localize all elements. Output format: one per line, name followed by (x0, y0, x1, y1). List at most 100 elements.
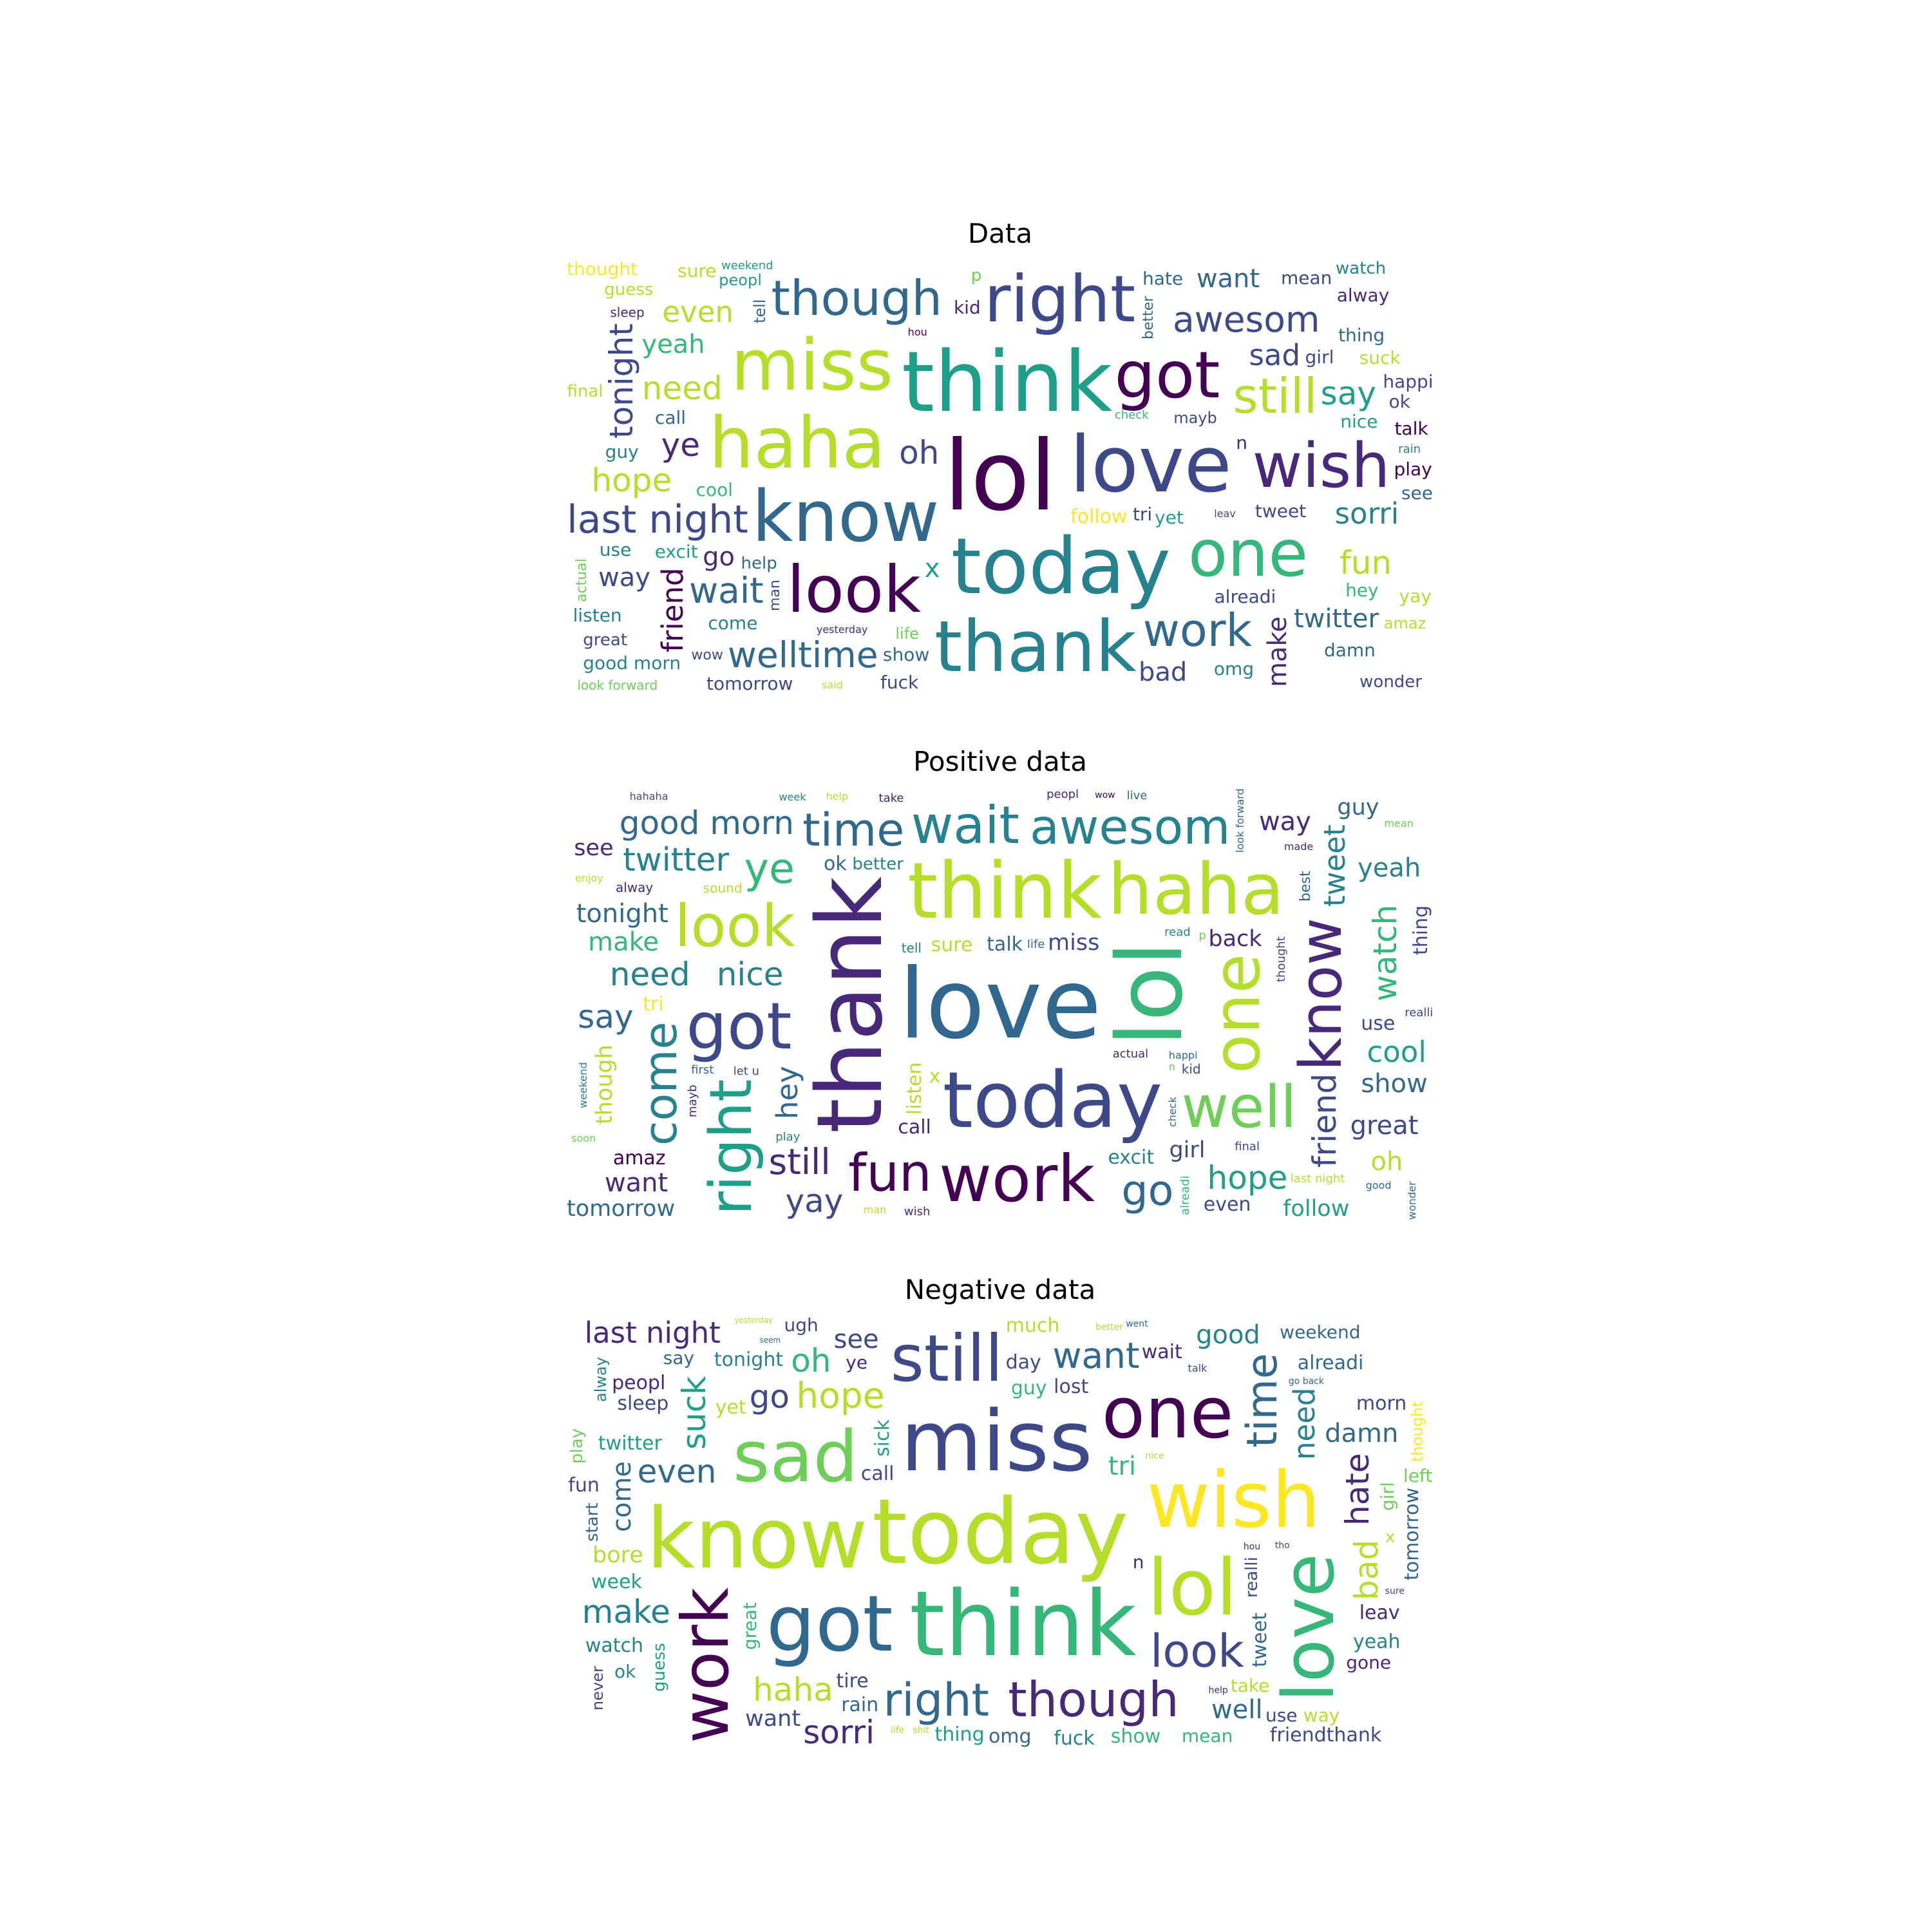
cloud-word: mayb (1173, 408, 1217, 427)
cloud-word: make (582, 1593, 670, 1631)
cloud-word: want (1196, 264, 1260, 294)
cloud-word: make (588, 927, 659, 957)
cloud-word: tonight (576, 898, 668, 929)
cloud-word: sure (931, 933, 973, 956)
cloud-word: let u (733, 1064, 759, 1078)
cloud-word: sorri (803, 1713, 875, 1751)
cloud-word: alreadi (1214, 585, 1276, 607)
cloud-word: think (902, 332, 1113, 431)
cloud-word: last night (567, 497, 748, 543)
cloud-word: happi (1168, 1048, 1198, 1061)
wordcloud: lol think today love know haha thank miss got loo… (564, 258, 1436, 696)
cloud-word: talk (1188, 1361, 1208, 1374)
cloud-word: great (583, 630, 628, 650)
cloud-word: final (567, 381, 603, 401)
cloud-word: even (1203, 1193, 1251, 1217)
cloud-word: man (863, 1203, 887, 1216)
cloud-word: listen (573, 605, 622, 627)
cloud-word: watch (1367, 905, 1405, 1002)
cloud-word: oh (899, 434, 940, 472)
cloud-word: one (1198, 954, 1274, 1074)
cloud-word: start (582, 1502, 602, 1542)
cloud-word: still (768, 1141, 831, 1183)
cloud-word: tri (1108, 1451, 1137, 1481)
wordcloud: today think miss know wish got lol sad one love st… (564, 1314, 1436, 1752)
cloud-word: call (654, 407, 687, 429)
cloud-word: sorri (1334, 497, 1399, 531)
cloud-word: well (1211, 1694, 1263, 1725)
cloud-word: guy (605, 440, 639, 462)
cloud-word: left (1403, 1464, 1433, 1486)
cloud-word: tomorrow (1400, 1487, 1423, 1580)
cloud-word: guess (604, 279, 654, 299)
cloud-word: thing (1409, 905, 1432, 956)
cloud-word: thing (934, 1723, 985, 1746)
cloud-word: realli (1405, 1006, 1434, 1020)
cloud-word: awesom (1030, 798, 1231, 855)
cloud-word: nice (716, 956, 784, 994)
cloud-word: say (1320, 375, 1376, 413)
cloud-word: yet (715, 1396, 746, 1419)
cloud-word: cool (696, 478, 734, 500)
cloud-word: day (1005, 1350, 1041, 1374)
cloud-word: check (1114, 408, 1149, 422)
cloud-word: life (891, 1725, 905, 1736)
cloud-word: way (1303, 1704, 1340, 1726)
cloud-word: call (860, 1463, 895, 1486)
cloud-word: sad (732, 1415, 858, 1498)
cloud-word: wonder (1359, 672, 1422, 692)
cloud-word: work (667, 1587, 743, 1743)
cloud-word: say (578, 998, 634, 1036)
cloud-word: call (898, 1116, 931, 1139)
wordcloud: love thank lol today think haha one got work look… (564, 786, 1436, 1224)
cloud-word: see (574, 835, 614, 862)
cloud-word: actual (1112, 1047, 1149, 1061)
cloud-word: better (1141, 296, 1157, 340)
cloud-word: kid (1181, 1061, 1201, 1077)
cloud-word: n (1132, 1551, 1144, 1573)
cloud-word: talk (987, 933, 1023, 956)
cloud-word: fun (568, 1473, 600, 1497)
cloud-word: play (567, 1428, 587, 1464)
cloud-word: make (1262, 616, 1293, 687)
cloud-word: better (1095, 1321, 1124, 1332)
cloud-word: soon (571, 1132, 596, 1144)
cloud-word: way (1258, 807, 1311, 837)
cloud-word: final (1235, 1139, 1260, 1153)
cloud-word: girl (1169, 1137, 1206, 1164)
cloud-word: come (607, 1461, 638, 1532)
cloud-word: look (786, 552, 921, 628)
cloud-word: right (697, 1079, 766, 1215)
wordcloud-panel-data: Data lol think today love know haha thank miss g… (564, 218, 1436, 696)
cloud-word: hate (1142, 268, 1184, 290)
cloud-word: use (1361, 1012, 1396, 1036)
cloud-word: tweet (1248, 1613, 1271, 1668)
cloud-word: yeah (1358, 853, 1421, 884)
cloud-word: gone (1346, 1652, 1392, 1674)
cloud-word: go (1121, 1166, 1174, 1215)
cloud-word: p (1198, 929, 1206, 943)
cloud-word: hate (1338, 1453, 1376, 1526)
wordcloud-panel-negative: Negative data today think miss know wish got l… (564, 1274, 1436, 1752)
cloud-word: suck (1359, 346, 1401, 368)
cloud-word: ye (661, 426, 701, 464)
cloud-word: right (883, 1673, 990, 1727)
cloud-word: watch (585, 1634, 644, 1657)
cloud-word: sure (1385, 1586, 1405, 1597)
cloud-word: yay (1399, 585, 1432, 607)
cloud-word: better (852, 854, 904, 874)
cloud-word: today (871, 1480, 1129, 1585)
cloud-word: first (691, 1063, 714, 1077)
cloud-word: think (909, 1571, 1137, 1677)
cloud-word: week (591, 1570, 642, 1593)
cloud-word: guy (1337, 794, 1379, 820)
cloud-word: though (591, 1045, 618, 1125)
cloud-word: kid (953, 296, 981, 318)
cloud-word: tell (750, 299, 769, 324)
cloud-word: damn (1323, 639, 1376, 661)
cloud-word: wait (689, 570, 764, 612)
cloud-word: friend (655, 567, 690, 653)
cloud-word: fuck (1054, 1727, 1095, 1750)
cloud-word: thing (1338, 325, 1385, 346)
cloud-word: friend (1305, 1073, 1343, 1168)
